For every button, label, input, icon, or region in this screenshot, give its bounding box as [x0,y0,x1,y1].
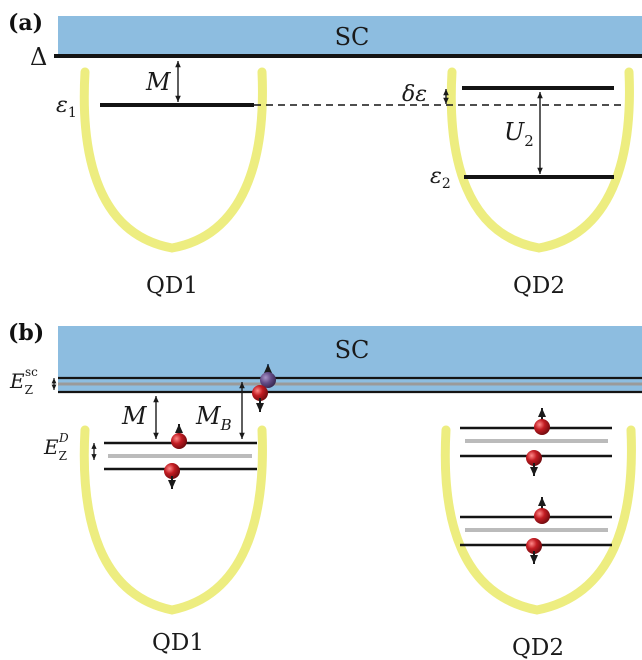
sc-band-b [58,326,642,392]
delta-label: Δ [30,43,47,71]
deltaeps-label: δε [402,82,427,107]
qd2-spin2-down [526,538,542,564]
sc-label-b: SC [335,336,370,364]
eps2-label: ε2 [430,164,451,192]
sc-spin-down [252,385,268,412]
eps2-subscript: 2 [442,176,451,192]
ezsc-superscript: sc [25,365,38,379]
m-label-a: M [145,68,172,96]
u2-symbol: U [504,118,525,146]
ezsc-label: EZsc [9,365,38,397]
ezsc-symbol: E [9,369,25,393]
qd1-well-b [79,425,267,615]
qd2-well-b [440,425,636,615]
panel-a-tag: (a) [8,10,43,36]
qd2-well-a [446,67,634,253]
mb-label: MB [195,402,232,434]
eps1-subscript: 1 [68,105,77,121]
u2-label: U2 [504,118,534,150]
ezd-subscript: Z [59,449,67,463]
m-label-b: M [121,402,148,430]
ezd-label: EZD [43,431,69,463]
sc-label-a: SC [335,23,370,51]
qd1-label-b: QD1 [152,630,204,656]
ezsc-subscript: Z [25,383,33,397]
sc-spin-up [260,364,276,388]
eps2-symbol: ε [430,164,442,189]
u2-subscript: 2 [524,132,534,150]
ezd-superscript: D [58,431,69,445]
qd1-spin-down [164,463,180,489]
mb-symbol: M [195,402,222,430]
eps1-symbol: ε [56,93,68,118]
qd2-label-a: QD2 [513,273,565,299]
panel-b-tag: (b) [8,320,44,346]
qd1-well-a [79,67,267,253]
ezd-symbol: E [43,435,59,459]
qd1-label-a: QD1 [146,273,198,299]
sc-band-a [58,16,642,54]
qd2-spin2-up [534,497,550,524]
qd2-label-b: QD2 [512,635,564,660]
qd2-spin1-down [526,450,542,476]
qd1-spin-up [171,424,187,449]
mb-subscript: B [220,416,232,434]
panel-b: (b) SC EZsc M MB EZD [8,320,642,660]
qd2-spin1-up [534,408,550,435]
eps1-label: ε1 [56,93,77,121]
panel-a: (a) SC Δ M ε1 δε U2 ε2 QD1 QD2 [8,10,642,299]
